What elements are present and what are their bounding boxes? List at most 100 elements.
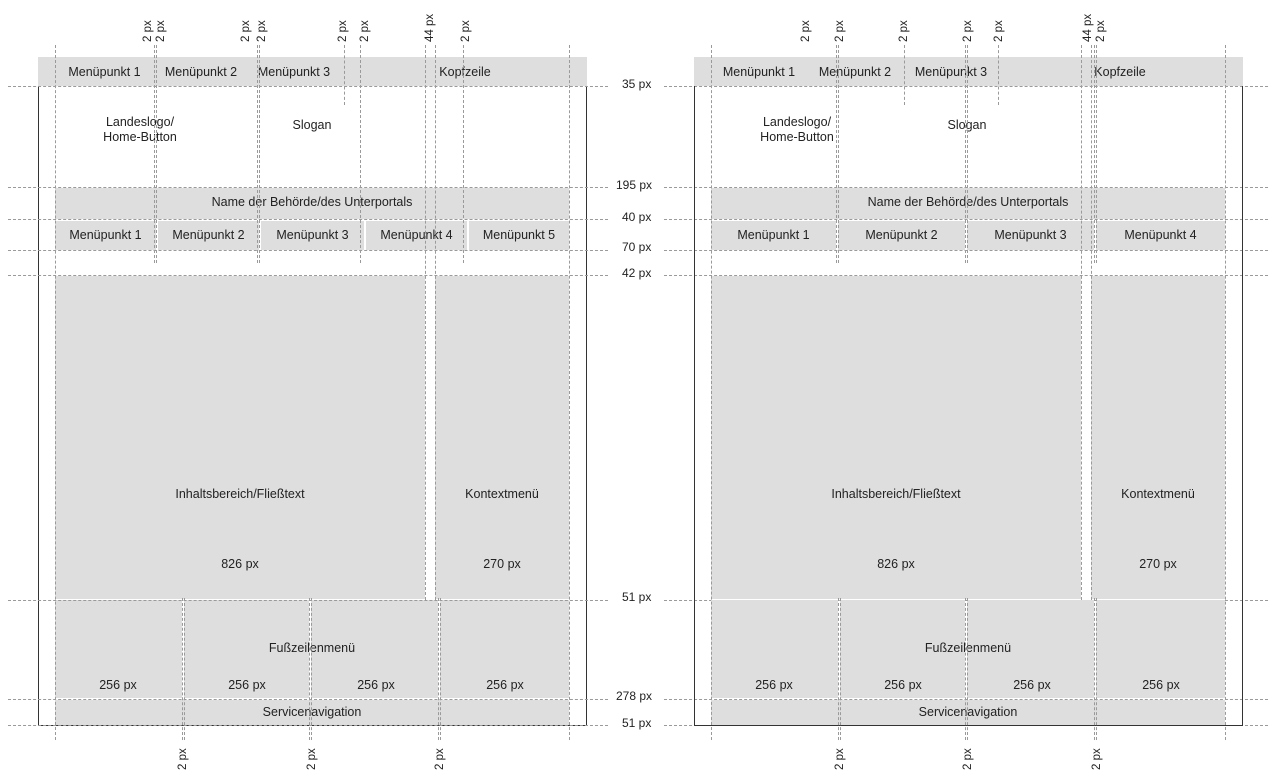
left-bottom-mark-2: 2 px <box>306 748 318 770</box>
left-service-nav-bar <box>55 700 569 725</box>
right-main-menu-item-1-box <box>711 221 836 250</box>
right-footer-menu-label: Fußzeilenmenü <box>924 641 1012 655</box>
left-guide-v <box>184 598 185 740</box>
left-main-menu-item-4-box <box>366 221 467 250</box>
left-footer-menu-label: Fußzeilenmenü <box>268 641 356 655</box>
right-footer-width-1: 256 px <box>755 678 793 692</box>
row-guide <box>8 725 608 726</box>
right-main-menu-item-2: Menüpunkt 2 <box>865 228 938 242</box>
left-header-label: Kopfzeile <box>439 65 491 79</box>
row-guide <box>664 275 1268 276</box>
row-height-label-1: 35 px <box>622 77 652 91</box>
right-guide-v <box>711 45 712 740</box>
left-context-width: 270 px <box>483 557 521 571</box>
right-guide-v <box>1225 45 1226 740</box>
left-content-area <box>55 276 425 599</box>
right-main-menu-item-3: Menüpunkt 3 <box>994 228 1067 242</box>
right-main-menu-item-2-box <box>838 221 965 250</box>
left-top-mark-2: 2 px <box>155 20 167 42</box>
left-footer-col-4 <box>440 600 569 698</box>
row-guide <box>8 219 608 220</box>
row-guide <box>664 187 1268 188</box>
right-footer-col-1 <box>711 600 838 698</box>
right-guide-v <box>838 598 839 740</box>
right-guide-v <box>840 598 841 740</box>
right-main-menu-item-4-box <box>1096 221 1225 250</box>
left-header-bar <box>38 57 587 86</box>
left-top-menu-item-1: Menüpunkt 1 <box>68 65 141 79</box>
right-top-menu-item-2: Menüpunkt 2 <box>818 65 892 79</box>
right-bottom-mark-1: 2 px <box>834 748 846 770</box>
right-guide-v <box>1096 598 1097 740</box>
left-guide-v <box>569 45 570 740</box>
left-footer-width-1: 256 px <box>99 678 137 692</box>
right-guide-v <box>1091 45 1092 600</box>
left-footer-width-4: 256 px <box>486 678 524 692</box>
left-guide-v <box>463 45 464 263</box>
left-authority-bar <box>55 188 569 219</box>
right-logo-label-line-2: Home-Button <box>760 130 834 144</box>
right-authority-name: Name der Behörde/des Unterportals <box>867 195 1069 209</box>
right-top-mark-4: 2 px <box>962 20 974 42</box>
left-service-nav-label: Servicenavigation <box>262 705 362 719</box>
left-main-menu-item-4: Menüpunkt 4 <box>380 228 453 242</box>
left-top-mark-8: 2 px <box>460 20 472 42</box>
right-top-menu-item-3: Menüpunkt 3 <box>914 65 988 79</box>
right-footer-col-4 <box>1096 600 1225 698</box>
right-top-mark-2: 2 px <box>834 20 846 42</box>
right-guide-v <box>965 45 966 263</box>
row-height-label-5: 42 px <box>622 266 652 280</box>
right-guide-v <box>965 598 966 740</box>
right-guide-v <box>967 45 968 263</box>
left-top-mark-5: 2 px <box>337 20 349 42</box>
left-logo-label-line-2: Home-Button <box>103 130 177 144</box>
right-context-label: Kontextmenü <box>1121 487 1195 501</box>
right-main-menu-item-1: Menüpunkt 1 <box>737 228 810 242</box>
right-footer-width-4: 256 px <box>1142 678 1180 692</box>
left-slogan: Slogan <box>292 118 332 132</box>
row-guide <box>8 250 608 251</box>
right-bottom-mark-3: 2 px <box>1091 748 1103 770</box>
left-main-menu-item-5: Menüpunkt 5 <box>482 228 556 242</box>
left-guide-v <box>257 45 258 263</box>
left-guide-v <box>440 598 441 740</box>
left-footer-col-2 <box>184 600 309 698</box>
right-header-bar <box>694 57 1243 86</box>
right-context-menu-area <box>1091 276 1225 599</box>
left-guide-v <box>344 45 345 105</box>
left-top-menu-item-3: Menüpunkt 3 <box>257 65 331 79</box>
left-guide-v <box>55 45 56 740</box>
right-bottom-mark-2: 2 px <box>962 748 974 770</box>
right-header-label: Kopfzeile <box>1094 65 1146 79</box>
right-footer-col-2 <box>840 600 965 698</box>
right-guide-v <box>998 45 999 105</box>
left-bottom-mark-3: 2 px <box>434 748 446 770</box>
row-guide <box>664 699 1268 700</box>
right-logo-label-line-1: Landeslogo/ <box>762 115 832 129</box>
left-main-menu-item-3: Menüpunkt 3 <box>276 228 349 242</box>
right-top-mark-7: 2 px <box>1095 20 1107 42</box>
right-footer-col-3 <box>967 600 1094 698</box>
row-height-label-3: 40 px <box>622 210 652 224</box>
left-top-menu-item-2: Menüpunkt 2 <box>164 65 238 79</box>
right-content-label: Inhaltsbereich/Fließtext <box>831 487 961 501</box>
row-guide <box>664 86 1268 87</box>
row-guide <box>8 187 608 188</box>
right-guide-v <box>904 45 905 105</box>
left-footer-col-3 <box>311 600 438 698</box>
left-logo-label-line-1: Landeslogo/ <box>105 115 175 129</box>
left-guide-v <box>360 45 361 263</box>
left-main-menu-item-1: Menüpunkt 1 <box>69 228 142 242</box>
row-height-label-7: 278 px <box>616 689 653 703</box>
left-content-label: Inhaltsbereich/Fließtext <box>175 487 305 501</box>
right-footer-width-2: 256 px <box>884 678 922 692</box>
left-footer-width-2: 256 px <box>228 678 266 692</box>
right-context-width: 270 px <box>1139 557 1177 571</box>
left-guide-v <box>156 45 157 263</box>
row-guide <box>8 275 608 276</box>
row-height-label-8: 51 px <box>622 716 652 730</box>
right-top-mark-5: 2 px <box>993 20 1005 42</box>
row-guide <box>8 600 608 601</box>
right-content-width: 826 px <box>877 557 915 571</box>
left-top-mark-3: 2 px <box>240 20 252 42</box>
